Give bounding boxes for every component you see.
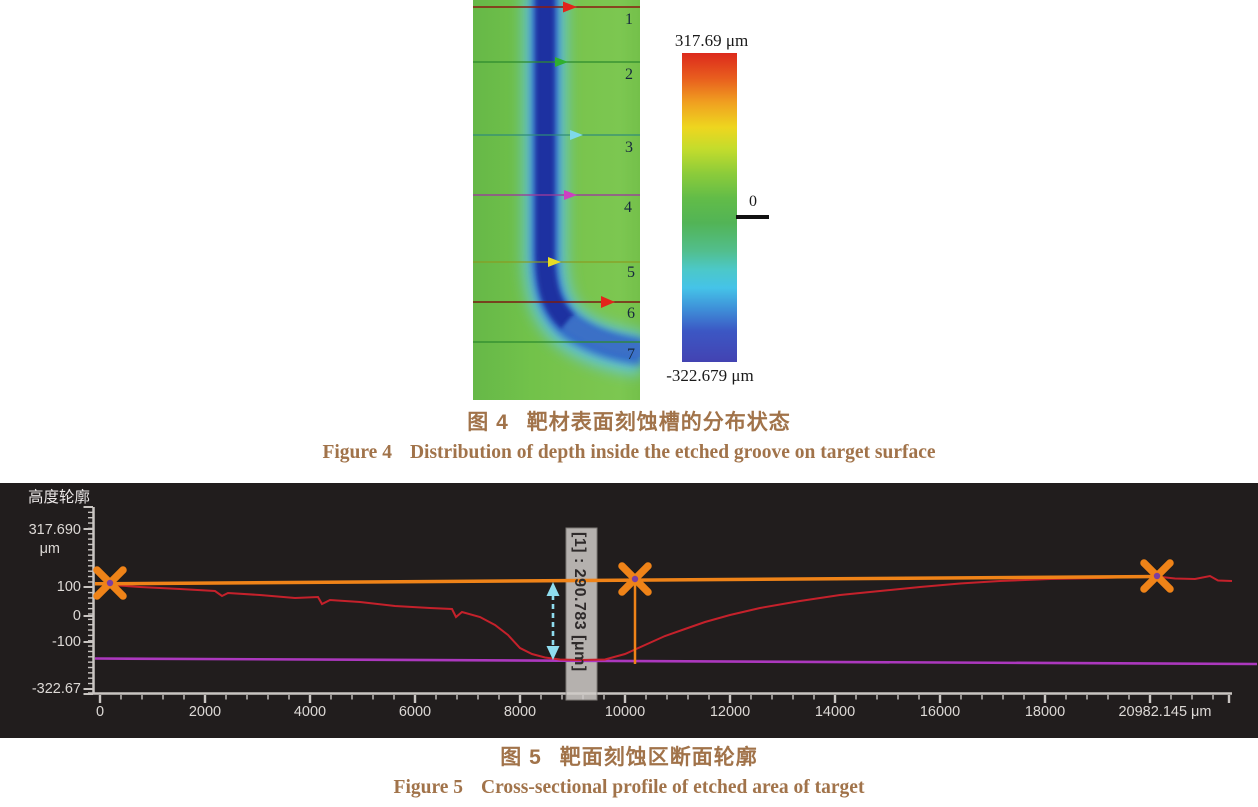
colorbar-max-label: 317.69 μm xyxy=(674,31,749,50)
section-arrow-2 xyxy=(555,57,568,67)
figure4-title-en: Distribution of depth inside the etched … xyxy=(409,442,936,463)
figure4-caption-en: Figure 4 Distribution of depth inside the… xyxy=(0,438,1258,468)
x-label-12000: 12000 xyxy=(710,704,750,720)
x-label-10000: 10000 xyxy=(605,704,645,720)
x-axis-labels: 0 2000 4000 6000 8000 10000 12000 14000 … xyxy=(96,704,1212,720)
depth-arrow-head-up xyxy=(546,582,560,596)
section-label-4: 4 xyxy=(624,199,632,216)
x-axis-ruler xyxy=(88,692,1232,703)
depth-measure-arrow xyxy=(546,582,560,660)
y-label-max: 317.690 xyxy=(29,522,81,538)
section-label-3: 3 xyxy=(625,139,633,156)
x-marker-center-dots xyxy=(106,572,1161,587)
measurement-value-label: [1] : 290.783 [μm] xyxy=(571,532,588,672)
y-label-unit: μm xyxy=(40,541,60,557)
reference-line xyxy=(94,574,1158,586)
section-label-7: 7 xyxy=(627,346,635,363)
x-label-18000: 18000 xyxy=(1025,704,1065,720)
colorbar-min-label: -322.679 μm xyxy=(666,366,754,385)
measurement-cursor-bar xyxy=(565,527,598,701)
section-labels: 1 2 3 4 5 6 7 xyxy=(624,11,635,363)
figure4-caption: 图 4 靶材表面刻蚀槽的分布状态 Figure 4 Distribution of … xyxy=(0,408,1258,468)
y-axis-labels: 317.690 μm 100 0 -100 -322.67 xyxy=(29,522,81,697)
figure4-caption-zh: 图 4 靶材表面刻蚀槽的分布状态 xyxy=(0,408,1258,438)
figure5-title-zh: 靶面刻蚀区断面轮廓 xyxy=(559,746,758,769)
y-label-0: 0 xyxy=(73,608,81,624)
x-label-16000: 16000 xyxy=(920,704,960,720)
x-label-8000: 8000 xyxy=(504,704,536,720)
datum-line xyxy=(94,657,1258,666)
y-axis-ruler xyxy=(83,506,95,695)
section-arrow-3 xyxy=(570,130,583,140)
etched-groove-band xyxy=(523,0,640,376)
figure4-title-zh: 靶材表面刻蚀槽的分布状态 xyxy=(526,411,791,434)
figure5-title-en: Cross-sectional profile of etched area o… xyxy=(481,777,865,798)
section-arrow-1 xyxy=(563,1,577,13)
x-label-max: 20982.145 μm xyxy=(1118,704,1211,720)
etched-groove-topography-map: 1 2 3 4 5 6 7 xyxy=(473,0,640,400)
height-profile-chart: 高度轮廓 317.690 μm 100 0 -100 -322.67 0 200… xyxy=(0,483,1258,738)
height-colorbar xyxy=(682,53,737,362)
section-arrows xyxy=(548,1,615,308)
colorbar-zero-label: 0 xyxy=(749,193,757,210)
chart-background xyxy=(0,483,1258,738)
y-label-100: 100 xyxy=(57,579,81,595)
depth-arrow-head-down xyxy=(546,646,560,660)
figure5-number-en: Figure 5 xyxy=(393,777,464,798)
section-label-6: 6 xyxy=(627,305,635,322)
figure5-number-zh: 图 5 xyxy=(500,746,542,769)
chart-title: 高度轮廓 xyxy=(28,488,90,506)
x-label-4000: 4000 xyxy=(294,704,326,720)
section-arrow-4 xyxy=(564,190,577,200)
x-label-6000: 6000 xyxy=(399,704,431,720)
figure4-number-en: Figure 4 xyxy=(322,442,392,463)
figure5-caption-en: Figure 5 Cross-sectional profile of etche… xyxy=(0,773,1258,803)
figure5-caption: 图 5 靶面刻蚀区断面轮廓 Figure 5 Cross-sectional pro… xyxy=(0,743,1258,803)
section-label-2: 2 xyxy=(625,66,633,83)
section-label-1: 1 xyxy=(625,11,633,28)
colorbar-zero-tick xyxy=(736,215,769,219)
x-label-14000: 14000 xyxy=(815,704,855,720)
section-arrow-5 xyxy=(548,257,561,267)
y-label-neg100: -100 xyxy=(52,634,81,650)
x-label-2000: 2000 xyxy=(189,704,221,720)
figure5-caption-zh: 图 5 靶面刻蚀区断面轮廓 xyxy=(0,743,1258,773)
x-label-0: 0 xyxy=(96,704,104,720)
y-label-min: -322.67 xyxy=(32,681,81,697)
section-label-5: 5 xyxy=(627,264,635,281)
figure4-number-zh: 图 4 xyxy=(467,411,509,434)
section-arrow-6 xyxy=(601,296,615,308)
